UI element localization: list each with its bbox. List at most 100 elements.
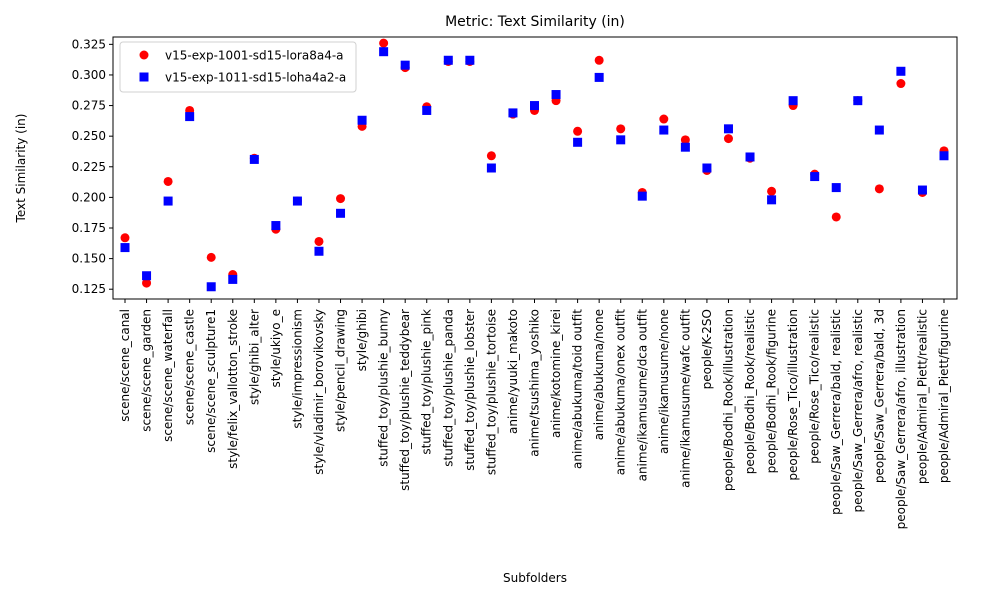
y-tick-label: 0.225 <box>72 160 106 174</box>
data-point-series-2 <box>767 195 777 205</box>
x-tick-label: anime/ikamusume/wafc outfit <box>678 309 692 488</box>
data-point-series-2 <box>357 115 367 125</box>
data-point-series-2 <box>271 221 281 231</box>
data-point-series-2 <box>810 172 820 182</box>
x-tick-label: scene/scene_sculpture1 <box>204 309 218 453</box>
data-point-series-2 <box>228 274 238 284</box>
data-point-series-2 <box>314 246 324 256</box>
data-point-series-2 <box>896 66 906 76</box>
y-tick-label: 0.325 <box>72 37 106 51</box>
x-tick-label: style/vladimir_borovikovsky <box>312 309 326 475</box>
data-point-series-1 <box>314 236 324 246</box>
y-tick-label: 0.150 <box>72 252 106 266</box>
data-point-series-1 <box>206 252 216 262</box>
data-point-series-2 <box>917 185 927 195</box>
y-tick-label: 0.200 <box>72 190 106 204</box>
y-axis-label: Text Similarity (in) <box>14 114 28 224</box>
data-point-series-1 <box>767 186 777 196</box>
data-point-series-2 <box>939 151 949 161</box>
data-point-series-1 <box>142 278 152 288</box>
data-point-series-2 <box>573 137 583 147</box>
x-tick-label: people/Bodhi_Rook/realistic <box>743 309 757 474</box>
data-point-series-2 <box>594 72 604 82</box>
data-point-series-1 <box>379 38 389 48</box>
data-point-series-1 <box>486 151 496 161</box>
x-tick-label: style/ukiyo_e <box>269 309 283 388</box>
data-point-series-2 <box>702 163 712 173</box>
data-point-series-1 <box>659 114 669 124</box>
x-tick-label: people/Admiral_Piett/realistic <box>915 309 929 484</box>
x-tick-label: people/Bodhi_Rook/illustration <box>721 309 735 491</box>
data-point-series-1 <box>723 134 733 144</box>
data-point-series-2 <box>853 96 863 106</box>
data-point-series-1 <box>120 233 130 243</box>
x-tick-label: scene/scene_canal <box>118 309 132 422</box>
x-tick-label: scene/scene_castle <box>183 309 197 425</box>
data-point-series-1 <box>896 79 906 89</box>
x-tick-label: stuffed_toy/plushie_bunny <box>377 309 391 467</box>
y-tick-label: 0.275 <box>72 99 106 113</box>
legend: v15-exp-1001-sd15-lora8a4-a v15-exp-1011-… <box>119 41 357 93</box>
data-point-series-2 <box>874 125 884 135</box>
x-axis-label: Subfolders <box>503 571 567 585</box>
x-tick-label: people/Rose_Tico/illustration <box>786 309 800 481</box>
x-axis: scene/scene_canal scene/scene_garden scene… <box>118 299 951 529</box>
data-point-series-2 <box>336 208 346 218</box>
legend-marker-series-1 <box>139 50 149 60</box>
legend-marker-series-2 <box>139 72 149 82</box>
data-point-series-2 <box>249 154 259 164</box>
data-point-series-2 <box>465 55 475 65</box>
x-tick-label: stuffed_toy/plushie_lobster <box>463 309 477 471</box>
x-tick-label: anime/ikamusume/none <box>657 309 671 454</box>
x-tick-label: style/pencil_drawing <box>334 309 348 432</box>
chart-title: Metric: Text Similarity (in) <box>445 14 625 30</box>
data-point-series-2 <box>659 125 669 135</box>
data-point-series-2 <box>723 124 733 134</box>
x-tick-label: stuffed_toy/plushie_tortoise <box>484 309 498 475</box>
x-tick-label: stuffed_toy/plushie_pink <box>420 309 434 455</box>
data-point-series-1 <box>594 55 604 65</box>
data-point-series-2 <box>185 112 195 122</box>
data-point-series-1 <box>573 126 583 136</box>
x-tick-label: anime/tsushima_yoshiko <box>528 309 542 457</box>
data-point-series-2 <box>206 282 216 292</box>
legend-label-series-2: v15-exp-1011-sd15-loha4a2-a <box>165 71 346 85</box>
x-tick-label: style/ghibi <box>355 309 369 371</box>
x-tick-label: scene/scene_waterfall <box>161 309 175 442</box>
legend-box <box>119 41 357 93</box>
data-point-series-1 <box>163 176 173 186</box>
y-tick-label: 0.250 <box>72 129 106 143</box>
data-point-series-2 <box>680 142 690 152</box>
y-tick-label: 0.300 <box>72 68 106 82</box>
x-tick-label: people/Bodhi_Rook/figurine <box>765 309 779 473</box>
y-axis: 0.125 0.150 0.175 0.200 0.225 0.250 0.275 0.300… <box>72 37 113 296</box>
data-point-series-2 <box>530 101 539 111</box>
data-point-series-2 <box>551 90 561 100</box>
data-point-series-2 <box>508 108 518 118</box>
data-point-series-2 <box>831 183 841 193</box>
data-point-series-2 <box>163 196 173 206</box>
data-point-series-2 <box>142 271 152 281</box>
x-tick-label: anime/ikamusume/dca outfit <box>635 309 649 482</box>
x-tick-label: anime/abukuma/none <box>592 309 606 440</box>
data-point-series-1 <box>831 212 841 222</box>
x-tick-label: stuffed_toy/plushie_panda <box>441 309 455 467</box>
data-point-series-2 <box>422 105 432 115</box>
y-tick-label: 0.125 <box>72 282 106 296</box>
data-point-series-2 <box>400 60 410 70</box>
data-point-series-1 <box>874 184 884 194</box>
x-tick-label: anime/abukuma/toid outfit <box>571 309 585 469</box>
x-tick-label: people/Admiral_Piett/figurine <box>937 309 951 483</box>
data-point-series-2 <box>292 196 302 206</box>
data-point-series-2 <box>745 152 755 162</box>
data-point-series-2 <box>120 243 130 253</box>
x-tick-label: people/Saw_Gerrera/bald, 3d <box>872 309 886 483</box>
x-tick-label: anime/kotomine_kirei <box>549 309 563 438</box>
data-point-series-2 <box>443 55 453 65</box>
data-point-series-2 <box>637 191 647 201</box>
x-tick-label: scene/scene_garden <box>140 309 154 432</box>
x-tick-label: people/Saw_Gerrera/afro, illustration <box>894 309 908 529</box>
legend-label-series-1: v15-exp-1001-sd15-lora8a4-a <box>165 49 344 63</box>
